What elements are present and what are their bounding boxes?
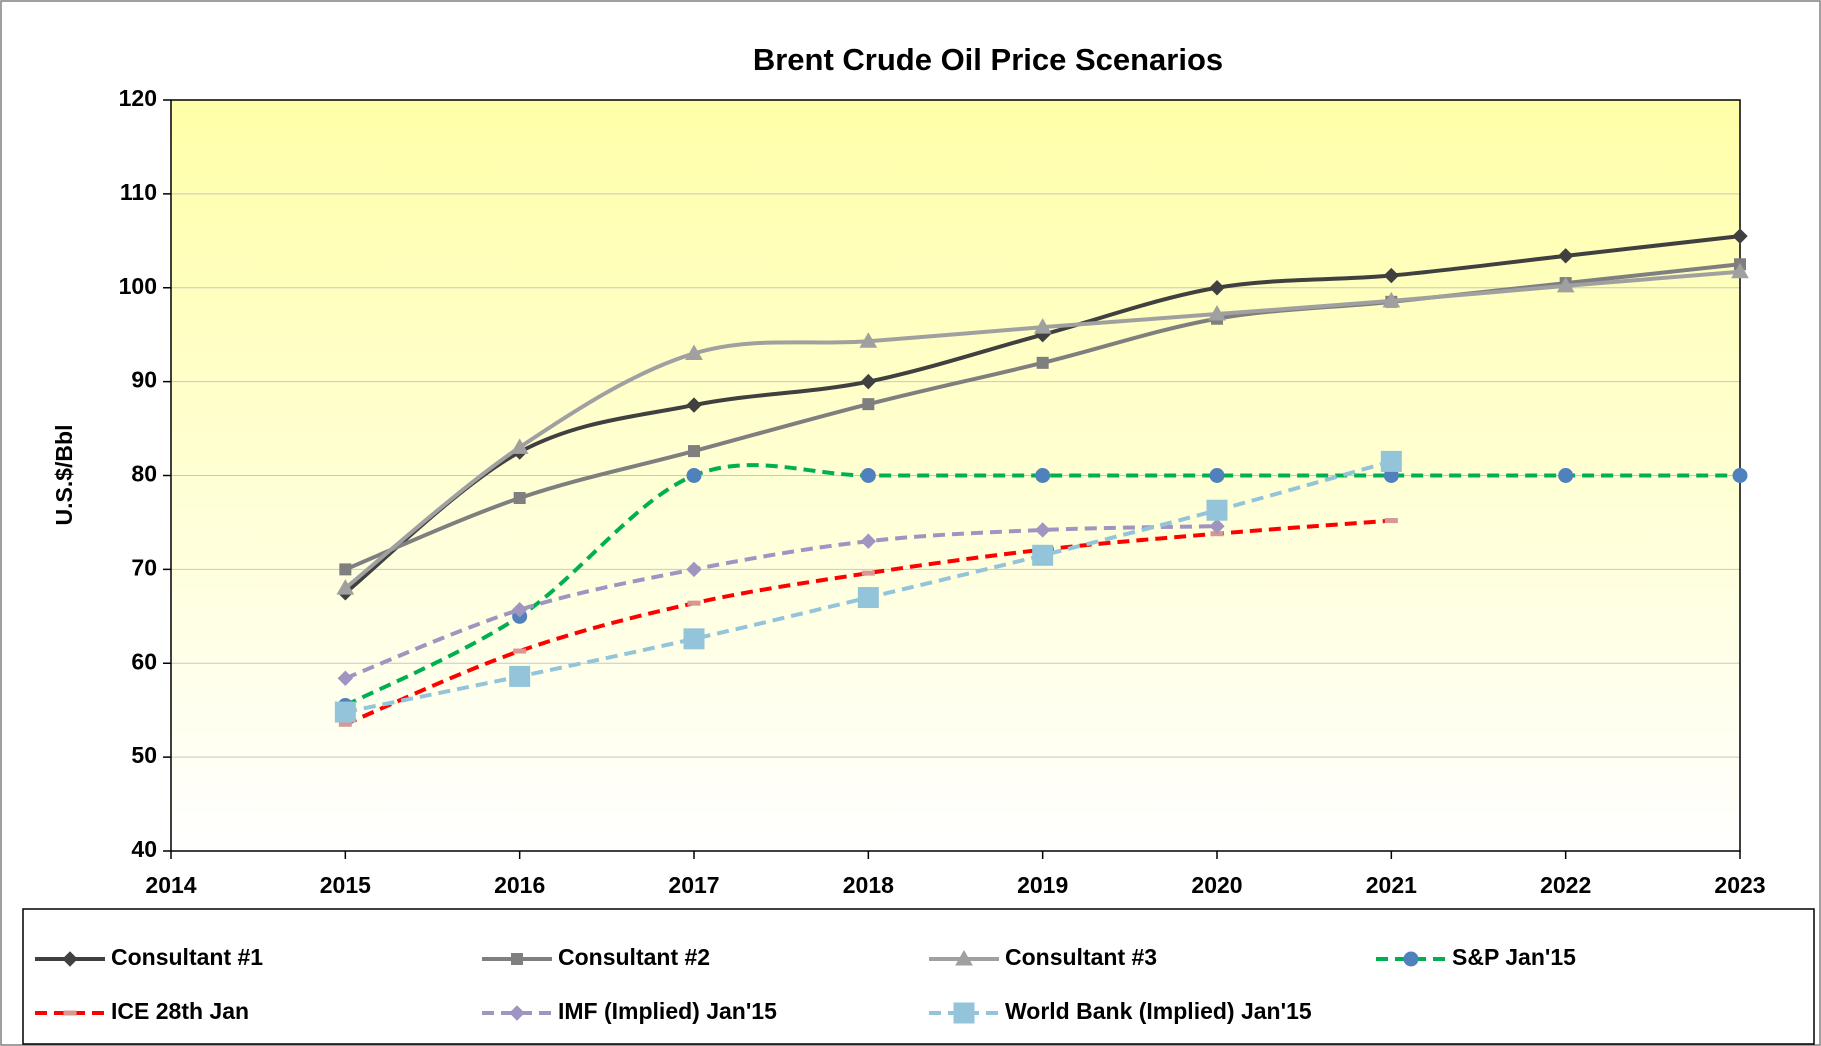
x-tick-label: 2017 xyxy=(668,872,719,898)
marker xyxy=(1383,267,1400,284)
marker xyxy=(1557,248,1574,264)
marker xyxy=(860,373,877,390)
legend-label: Consultant #1 xyxy=(111,944,263,970)
y-tick-label: 100 xyxy=(119,273,157,299)
series xyxy=(337,518,1225,686)
legend-label: IMF (Implied) Jan'15 xyxy=(558,998,777,1024)
y-tick-label: 50 xyxy=(131,742,157,768)
legend-label: S&P Jan'15 xyxy=(1452,944,1576,970)
y-tick-label: 60 xyxy=(131,648,157,674)
marker xyxy=(1384,518,1398,524)
marker xyxy=(1206,499,1228,521)
series xyxy=(334,450,1402,723)
x-tick-label: 2020 xyxy=(1191,872,1242,898)
x-tick-label: 2014 xyxy=(145,872,196,898)
marker xyxy=(1732,468,1748,483)
marker xyxy=(511,602,528,618)
x-tick-label: 2018 xyxy=(843,872,894,898)
legend-label: ICE 28th Jan xyxy=(111,998,249,1024)
marker xyxy=(1380,450,1402,472)
marker xyxy=(509,1005,525,1021)
marker xyxy=(857,587,879,609)
marker xyxy=(687,600,701,606)
x-tick-label: 2022 xyxy=(1540,872,1591,898)
marker xyxy=(511,953,523,965)
marker xyxy=(338,721,352,727)
marker xyxy=(1034,522,1051,538)
marker xyxy=(1032,544,1054,566)
chart-title: Brent Crude Oil Price Scenarios xyxy=(753,42,1223,77)
marker xyxy=(1403,951,1419,967)
x-tick-label: 2019 xyxy=(1017,872,1068,898)
marker xyxy=(1036,356,1049,369)
marker xyxy=(685,344,703,360)
marker xyxy=(686,468,702,483)
marker xyxy=(513,492,526,505)
y-tick-label: 70 xyxy=(131,554,157,580)
y-axis-label: U.S.$/Bbl xyxy=(51,425,77,526)
marker xyxy=(686,397,702,413)
marker xyxy=(1209,518,1225,534)
legend-box xyxy=(22,908,1815,1045)
marker xyxy=(339,563,352,576)
marker xyxy=(63,1010,77,1016)
x-tick-label: 2023 xyxy=(1714,872,1765,898)
marker xyxy=(683,628,705,650)
y-tick-label: 90 xyxy=(131,367,157,393)
marker xyxy=(860,533,877,549)
legend-label: Consultant #3 xyxy=(1005,944,1157,970)
marker xyxy=(688,445,700,458)
marker xyxy=(1035,468,1051,483)
marker xyxy=(509,665,531,687)
marker xyxy=(860,468,876,483)
y-tick-label: 80 xyxy=(131,461,157,487)
marker xyxy=(62,951,78,967)
x-tick-label: 2016 xyxy=(494,872,545,898)
y-tick-label: 40 xyxy=(131,836,157,862)
x-tick-label: 2015 xyxy=(320,872,371,898)
marker xyxy=(1556,276,1575,293)
marker xyxy=(1558,468,1574,483)
marker xyxy=(1208,305,1226,321)
marker xyxy=(862,398,875,411)
legend-label: Consultant #2 xyxy=(558,944,710,970)
marker xyxy=(1209,468,1225,483)
marker xyxy=(1209,280,1225,296)
marker xyxy=(953,1002,975,1024)
marker xyxy=(337,670,354,686)
marker xyxy=(1731,262,1749,279)
marker xyxy=(859,332,878,348)
marker xyxy=(1033,318,1052,334)
marker xyxy=(336,579,355,595)
marker xyxy=(510,438,529,454)
marker xyxy=(1382,291,1401,308)
marker xyxy=(513,648,527,654)
marker xyxy=(686,561,702,578)
marker xyxy=(334,701,356,723)
x-tick-label: 2021 xyxy=(1366,872,1417,898)
legend-label: World Bank (Implied) Jan'15 xyxy=(1005,998,1312,1024)
marker xyxy=(861,570,875,576)
marker xyxy=(1732,228,1748,244)
marker xyxy=(955,949,973,966)
series xyxy=(336,262,1749,595)
y-tick-label: 110 xyxy=(120,179,157,205)
y-tick-label: 120 xyxy=(119,85,157,111)
